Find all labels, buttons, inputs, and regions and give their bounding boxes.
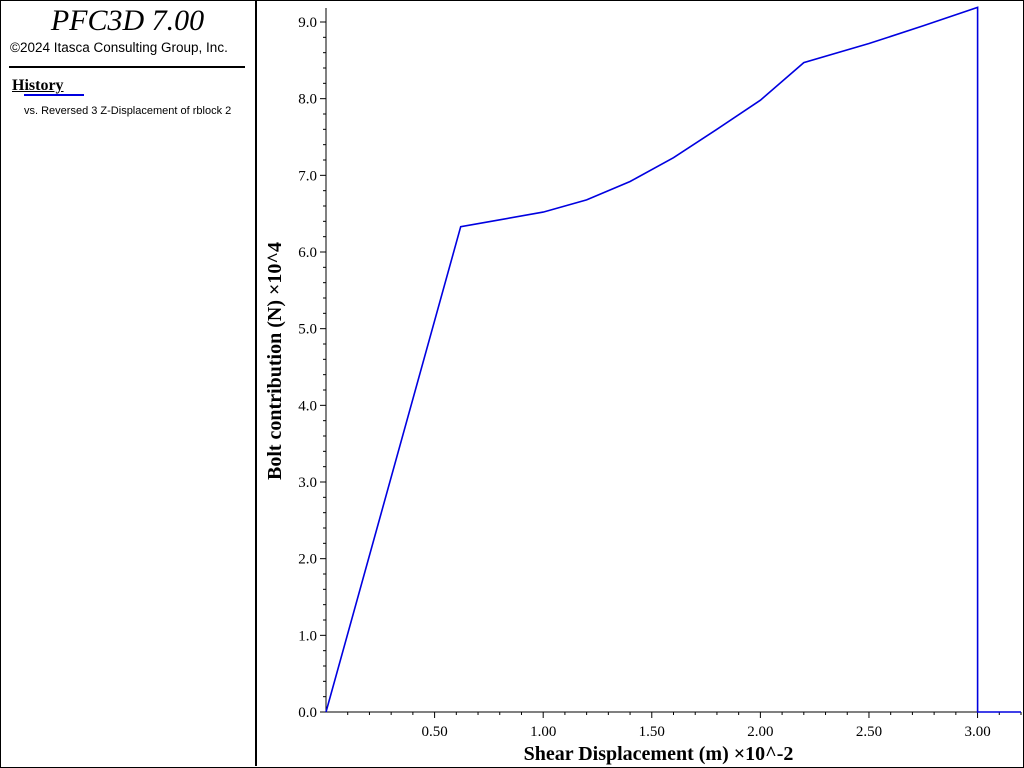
- y-tick-label: 8.0: [298, 92, 317, 108]
- x-tick-label: 2.50: [856, 724, 882, 740]
- y-tick-label: 5.0: [298, 322, 317, 338]
- title-divider: [9, 66, 245, 68]
- legend-item-label: vs. Reversed 3 Z-Displacement of rblock …: [24, 105, 232, 117]
- y-tick-label: 3.0: [298, 475, 317, 491]
- y-tick-label: 9.0: [298, 15, 317, 31]
- chart-plot: 0.0 1.0 2.0 3.0 4.0 5.0 6.0 7.0 8.0 9.0 0.50 1.00 1.…: [264, 6, 1022, 765]
- y-axis-title: Bolt contribution (N) ×10^4: [264, 242, 286, 480]
- y-tick-label: 6.0: [298, 245, 317, 261]
- legend-header: History: [12, 77, 64, 94]
- ticks-layer: 0.0 1.0 2.0 3.0 4.0 5.0 6.0 7.0 8.0 9.0 0.50 1.00 1.…: [298, 15, 1022, 740]
- legend-panel: PFC3D 7.00 ©2024 Itasca Consulting Group…: [0, 0, 257, 766]
- y-tick-label: 7.0: [298, 168, 317, 184]
- series-layer: [325, 6, 1021, 713]
- series-line: [325, 6, 1021, 713]
- x-tick-label: 3.00: [964, 724, 990, 740]
- x-axis-title: Shear Displacement (m) ×10^-2: [524, 743, 794, 765]
- x-tick-label: 1.00: [530, 724, 556, 740]
- app-title: PFC3D 7.00: [50, 4, 205, 37]
- x-tick-label: 0.50: [421, 724, 447, 740]
- legend-line-swatch: [24, 94, 84, 96]
- y-tick-label: 1.0: [298, 628, 317, 644]
- y-tick-label: 2.0: [298, 552, 317, 568]
- y-tick-label: 0.0: [298, 705, 317, 721]
- x-tick-label: 1.50: [639, 724, 665, 740]
- axes-layer: [325, 8, 1021, 713]
- copyright-text: ©2024 Itasca Consulting Group, Inc.: [10, 40, 228, 55]
- y-tick-label: 4.0: [298, 398, 317, 414]
- x-tick-label: 2.00: [747, 724, 773, 740]
